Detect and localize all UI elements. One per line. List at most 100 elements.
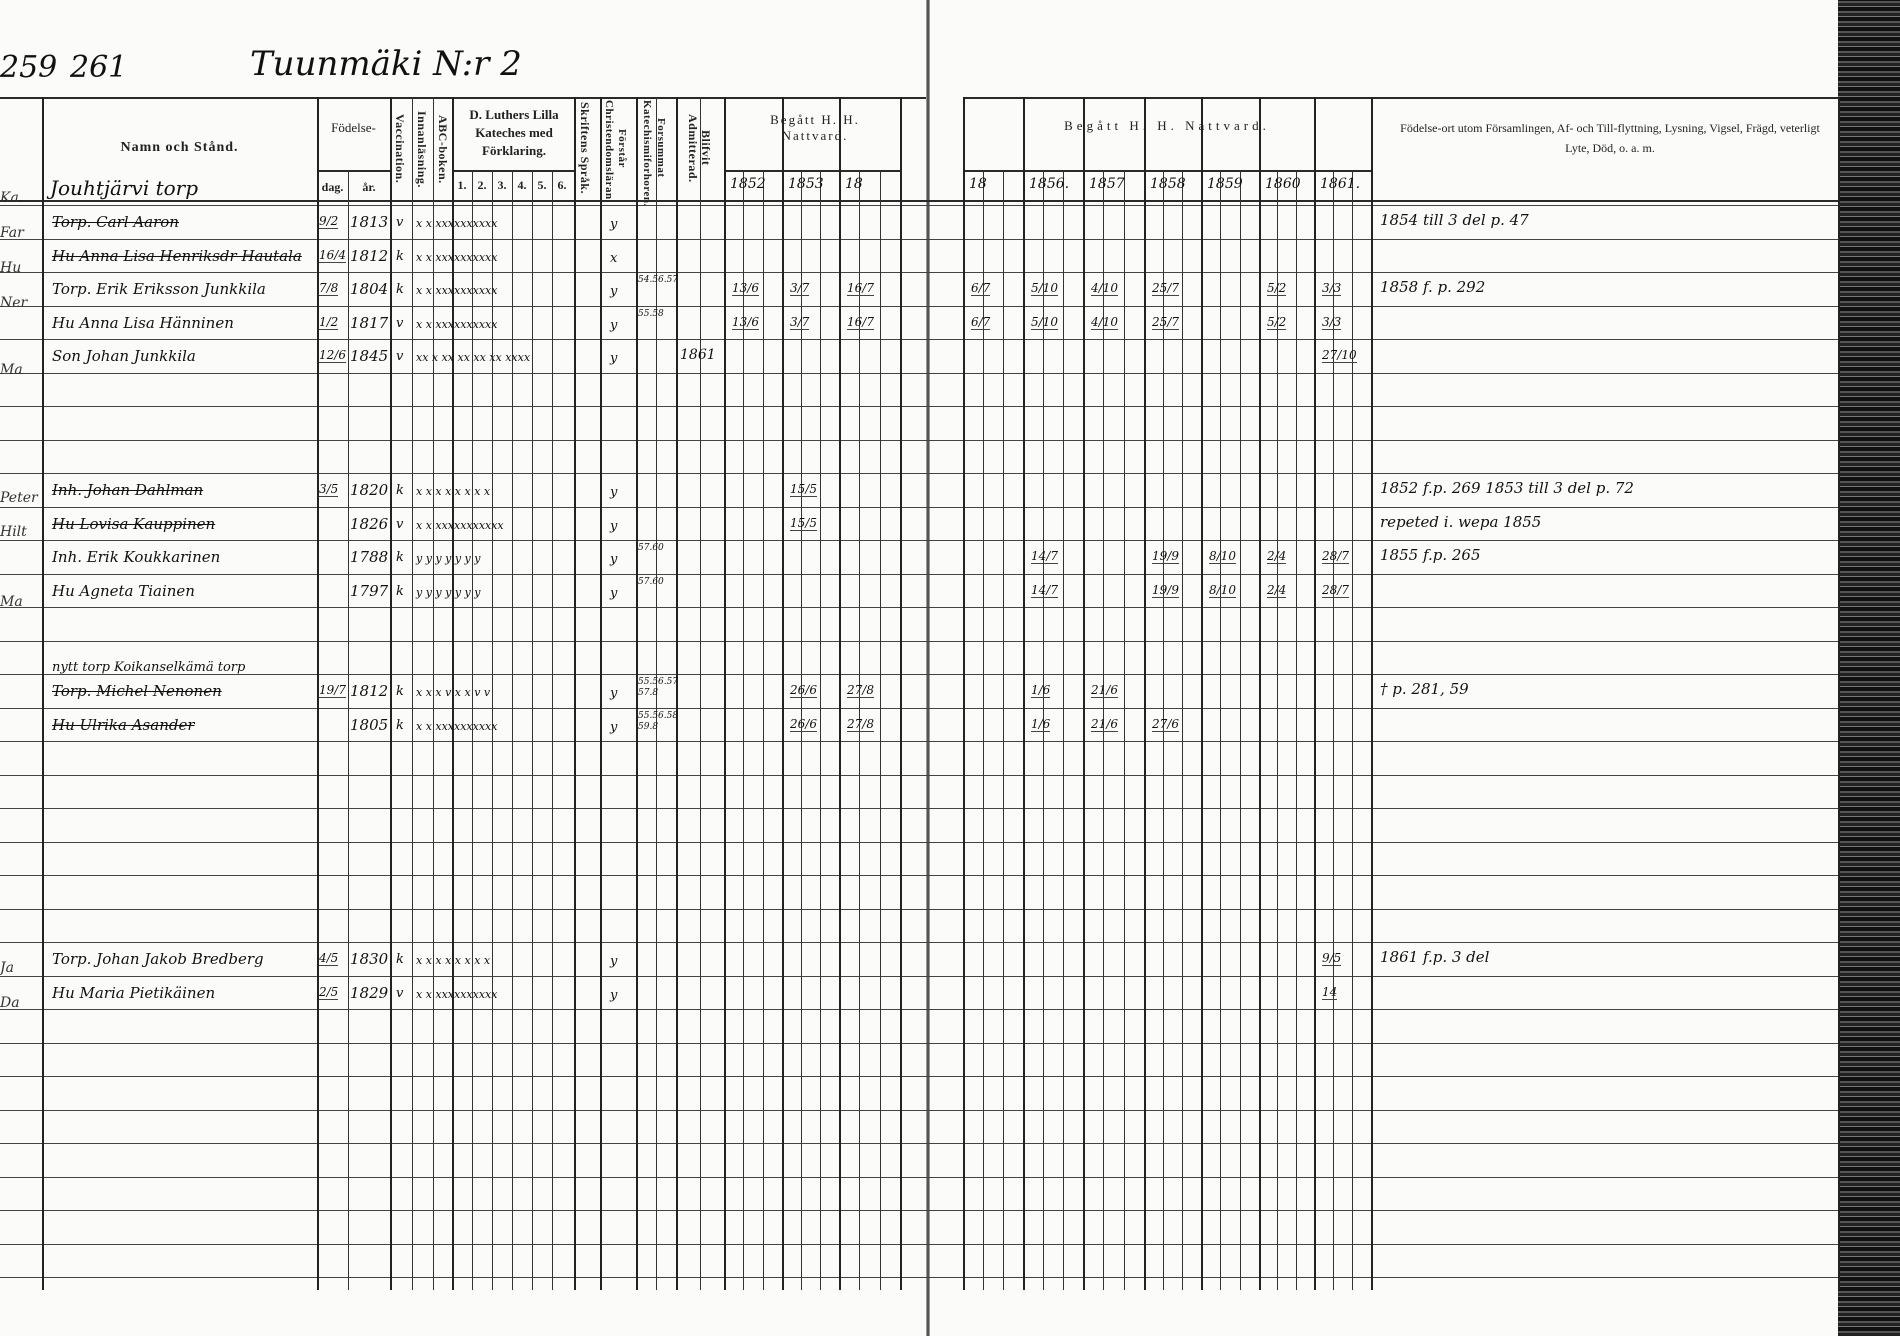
header-birth: Födelse- [331,120,376,135]
communion-date: 15/5 [790,516,817,531]
catechism-marks: x x xxxxxxxxxxx [416,519,504,532]
communion-date: 2/4 [1267,583,1287,598]
vaccination-mark: v [396,517,404,532]
column-line [839,97,841,1290]
ruled-line [724,170,900,172]
page-title: Tuunmäki N:r 2 [250,44,522,84]
vaccination-mark: k [396,483,404,498]
header-name: Namn och Stånd. [120,140,239,155]
column-line [820,170,821,1290]
language-mark: y [610,318,618,333]
communion-date: 21/6 [1091,683,1118,698]
row-line [0,775,1838,776]
vaccination-mark: k [396,684,404,699]
birth-day: 9/2 [319,214,339,229]
row-line [0,875,1838,876]
margin-fragment: Hu [0,260,22,276]
communion-date: 28/7 [1322,549,1349,564]
catechism-marks: x x xxxxxxxxxx [416,318,498,331]
margin-fragment: Hilt [0,524,27,540]
header-year-left: 1853 [788,176,824,192]
column-line [1043,170,1044,1290]
birth-day: 7/8 [319,281,339,296]
column-line [859,170,860,1290]
row-line [0,1244,1838,1245]
header-luther-part: 1. [457,178,467,192]
header-abc: ABC-boken. [436,114,450,184]
column-line [963,97,965,1290]
header-notes: Födelse-ort utom Församlingen, Af- och T… [1400,121,1820,155]
header-communion-right: Begått H. H. Nattvard. [1064,118,1270,133]
margin-fragment: Ma [0,594,23,610]
column-line [552,170,553,1290]
birth-day: 1/2 [319,315,339,330]
header-forsummat: Forsummat Katechismiforhoren. [641,100,667,207]
birth-day: 2/5 [319,985,339,1000]
ruled-line [0,200,1838,202]
column-line [1220,170,1221,1290]
column-line [1163,170,1164,1290]
column-line [1277,170,1278,1290]
row-line [0,373,1838,374]
register-note: repeted i. wepa 1855 [1380,513,1542,531]
person-name: Hu Anna Lisa Hänninen [52,314,234,332]
person-name: Hu Maria Pietikäinen [52,984,216,1002]
row-line [0,1143,1838,1144]
catechism-marks: xx x xx xx xx xx xxxx [416,351,531,364]
column-line [1023,97,1025,1290]
birth-day: 3/5 [319,482,339,497]
missed-exams: 55.58 [638,309,664,319]
language-mark: y [610,351,618,366]
language-mark: y [610,686,618,701]
margin-fragment: Ma [0,362,23,378]
row-line [0,607,1838,608]
communion-date: 1/6 [1031,683,1051,698]
birth-year: 1826 [350,515,389,533]
birth-day: 19/7 [319,683,346,698]
row-line [0,1210,1838,1211]
communion-date: 27/8 [847,683,874,698]
communion-date: 25/7 [1152,281,1179,296]
row-line [0,808,1838,809]
vaccination-mark: v [396,215,404,230]
language-mark: y [610,720,618,735]
column-line [782,97,784,1290]
register-note: † p. 281, 59 [1380,680,1469,698]
house-label: Jouhtjärvi torp [50,176,199,200]
column-line [1103,170,1104,1290]
margin-fragment: Peter [0,490,38,506]
birth-year: 1830 [350,950,389,968]
header-birth-day: dag. [321,180,344,194]
language-mark: y [610,217,618,232]
person-name: Torp. Carl Aaron [52,213,179,231]
communion-date: 27/6 [1152,717,1179,732]
column-line [472,170,473,1290]
column-line [1333,170,1334,1290]
birth-year: 1804 [350,280,389,298]
communion-date: 3/3 [1322,315,1342,330]
language-mark: y [610,284,618,299]
vaccination-mark: k [396,952,404,967]
row-line [0,306,1838,307]
language-mark: y [610,586,618,601]
communion-date: 16/7 [847,281,874,296]
birth-year: 1813 [350,213,389,231]
communion-date: 3/3 [1322,281,1342,296]
person-name: Torp. Michel Nenonen [52,682,222,700]
birth-year: 1845 [350,347,389,365]
birth-day: 4/5 [319,951,339,966]
person-name: Torp. Johan Jakob Bredberg [52,950,264,968]
communion-date: 16/7 [847,315,874,330]
column-line [452,97,454,1290]
column-line [1314,97,1316,1290]
person-name: Son Johan Junkkila [52,347,196,365]
column-line [900,97,902,1290]
margin-fragment: Ja [0,960,14,976]
communion-date: 14/7 [1031,583,1058,598]
communion-date: 27/10 [1322,348,1357,363]
row-line [0,909,1838,910]
person-name: Hu Lovisa Kauppinen [52,515,216,533]
row-line [0,942,1838,943]
communion-date: 8/10 [1209,549,1236,564]
catechism-marks: x x x x x x x x [416,954,491,967]
